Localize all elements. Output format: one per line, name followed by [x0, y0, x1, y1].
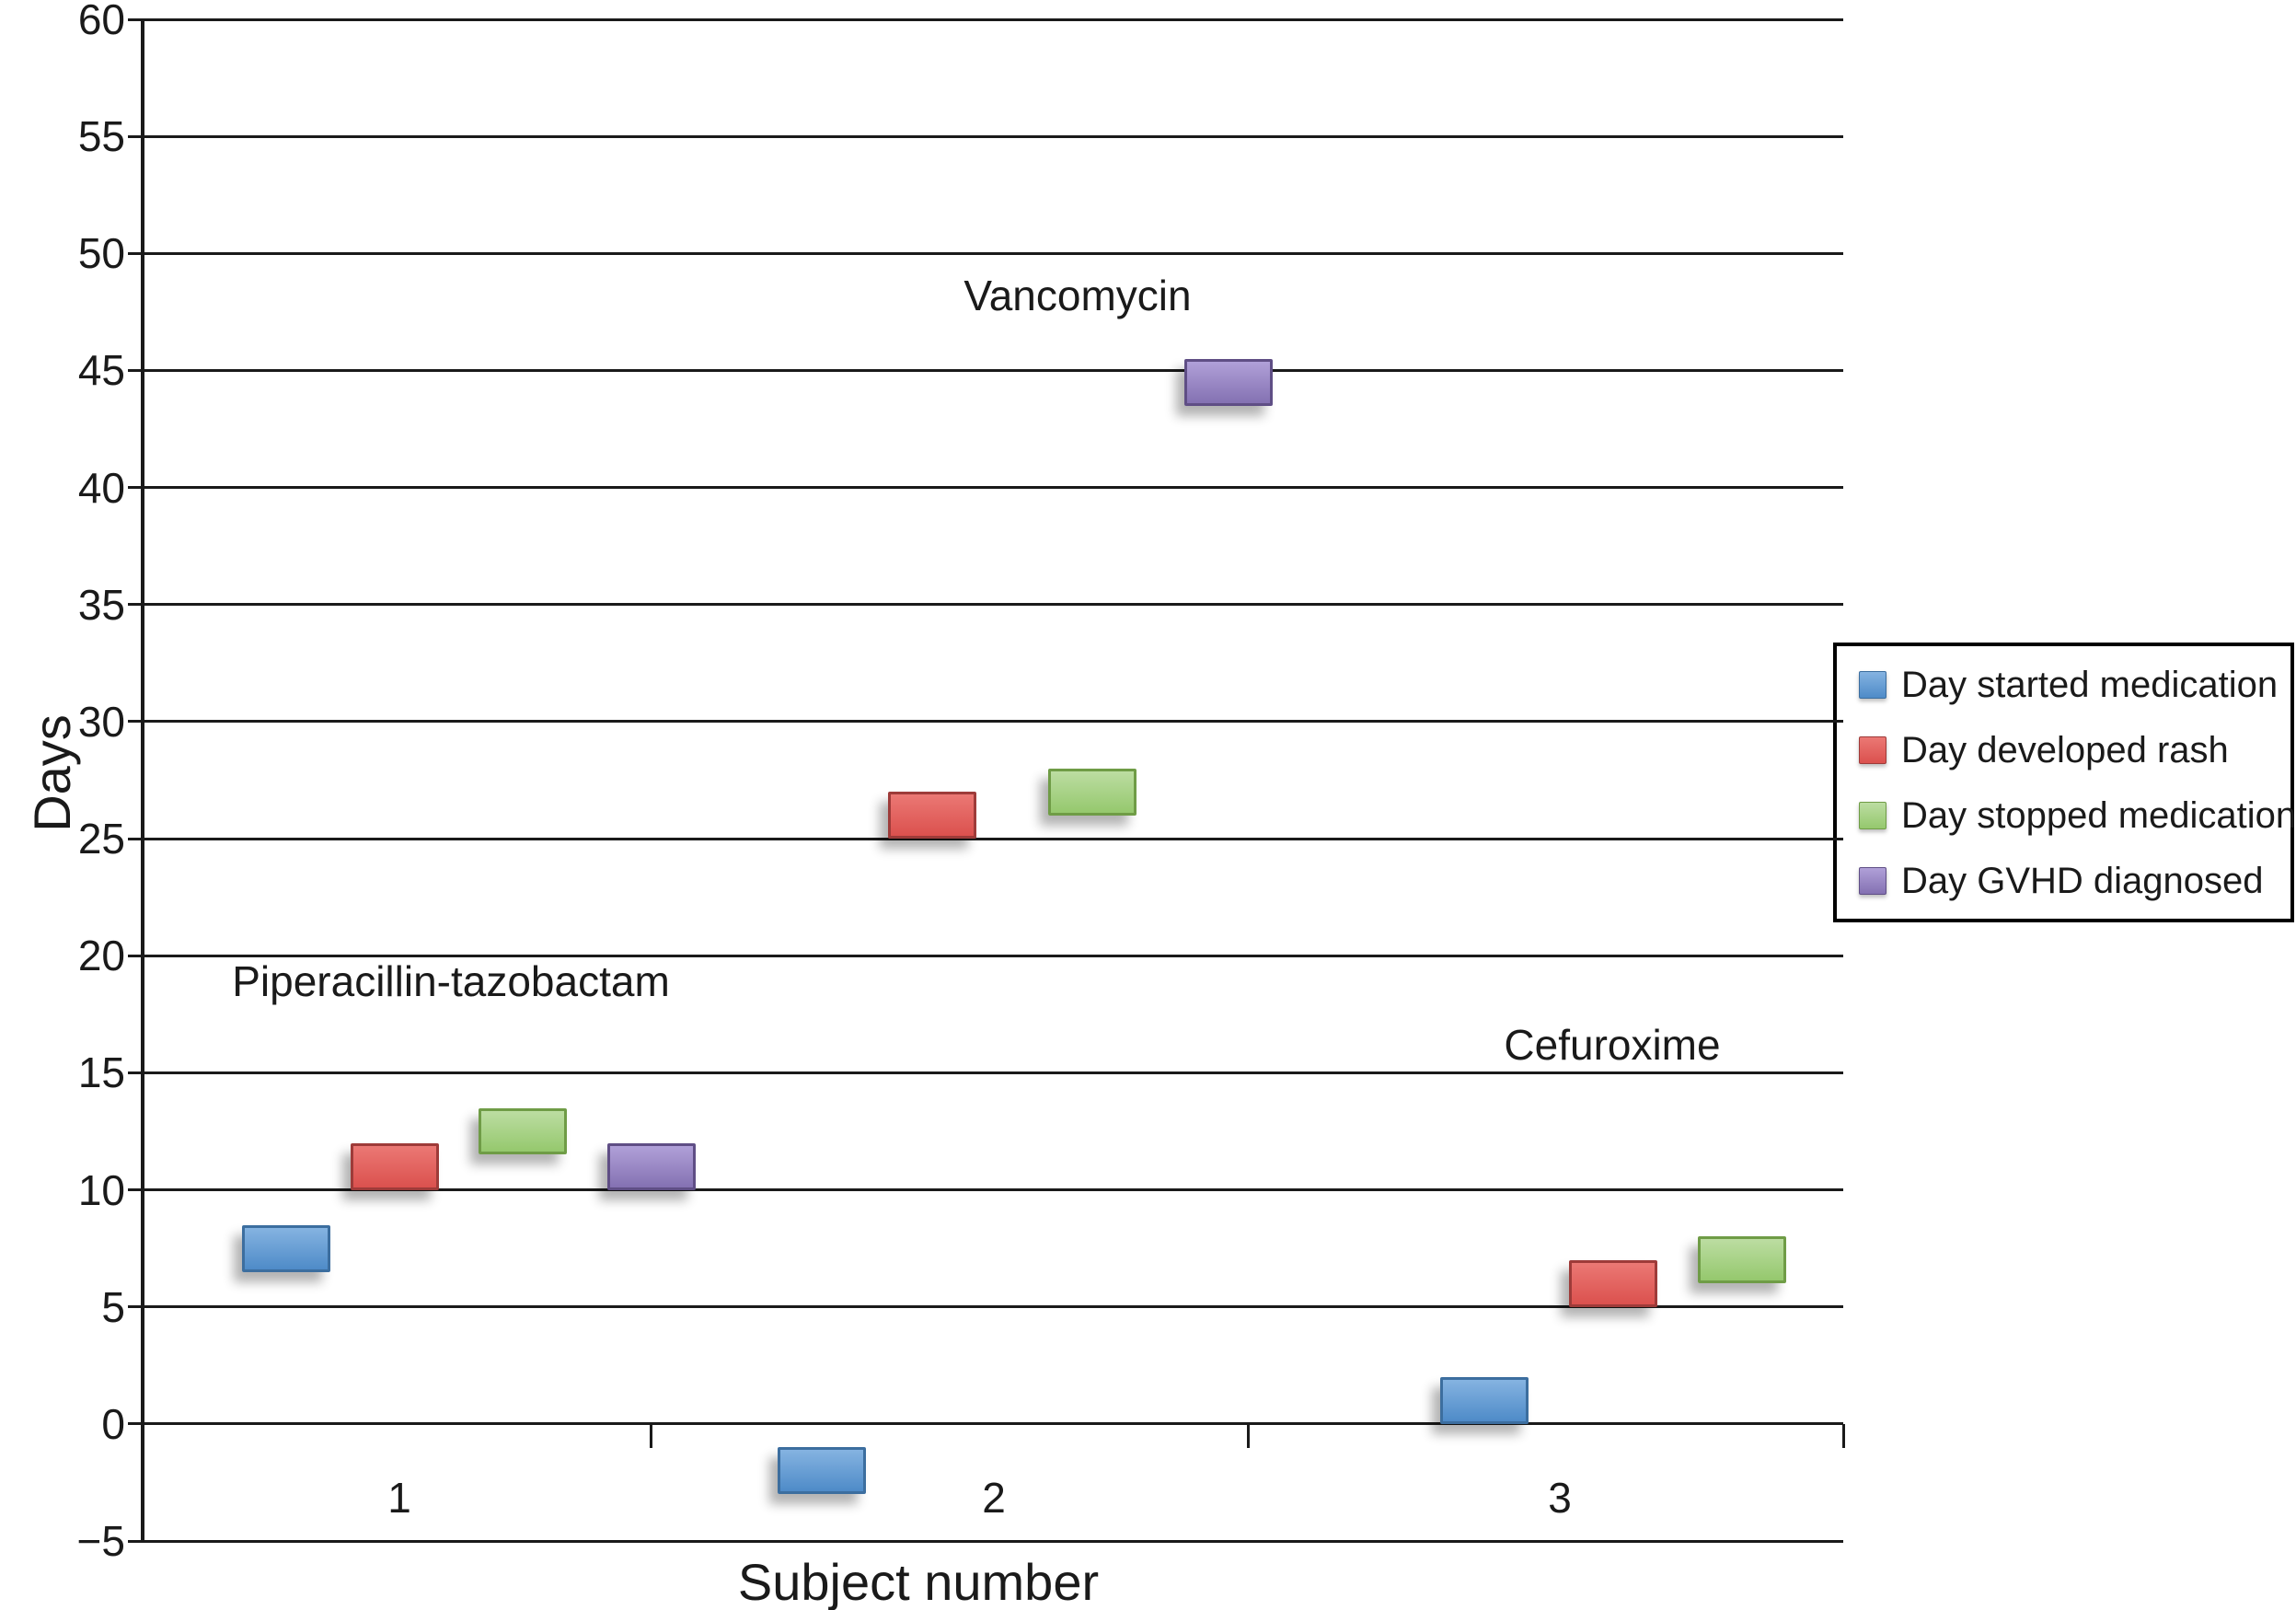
- y-tick-label: 15: [77, 1048, 125, 1097]
- annotation-vancomycin: Vancomycin: [963, 272, 1192, 320]
- bar-day-stopped-medication-subject-2: [1048, 768, 1136, 816]
- y-axis-tick: [128, 1071, 144, 1074]
- bar-day-developed-rash-subject-2: [888, 792, 976, 840]
- bar-day-developed-rash-subject-1: [351, 1142, 439, 1190]
- annotation-cefuroxime: Cefuroxime: [1504, 1020, 1721, 1069]
- y-tick-label: 50: [77, 229, 125, 278]
- legend-label: Day stopped medication: [1901, 794, 2296, 836]
- gridline: [143, 1422, 1843, 1426]
- bar-day-gvhd-diagnosed-subject-2: [1184, 358, 1273, 406]
- y-axis-tick: [128, 134, 144, 138]
- y-tick-label: 60: [77, 0, 125, 43]
- gridline: [143, 1305, 1843, 1309]
- x-category-label: 2: [982, 1474, 1006, 1522]
- bar-day-started-medication-subject-1: [242, 1224, 330, 1272]
- y-axis-tick: [128, 837, 144, 840]
- gridline: [143, 954, 1843, 957]
- x-category-label: 1: [387, 1474, 411, 1522]
- y-axis-tick: [128, 251, 144, 255]
- gridline: [143, 1071, 1843, 1074]
- gridline: [143, 720, 1843, 724]
- legend-label: Day GVHD diagnosed: [1901, 860, 2264, 901]
- bar-day-started-medication-subject-3: [1440, 1376, 1529, 1424]
- bar-day-stopped-medication-subject-1: [479, 1107, 567, 1155]
- legend-label: Day started medication: [1901, 664, 2279, 705]
- gridline: [143, 134, 1843, 138]
- y-tick-label: 35: [77, 580, 125, 629]
- y-tick-label: 0: [101, 1399, 125, 1448]
- y-axis-tick: [128, 1539, 144, 1543]
- y-axis-tick: [128, 603, 144, 607]
- gridline: [143, 837, 1843, 840]
- legend-item: Day developed rash: [1859, 730, 2290, 770]
- legend-swatch-day-gvhd-diagnosed: [1859, 866, 1886, 895]
- bar-day-stopped-medication-subject-3: [1698, 1236, 1786, 1284]
- y-axis-tick: [128, 954, 144, 957]
- legend-item: Day started medication: [1859, 665, 2290, 705]
- annotation-piperacillin-tazobactam: Piperacillin-tazobactam: [232, 957, 670, 1006]
- y-tick-label: 20: [77, 932, 125, 980]
- y-tick-label: 25: [77, 815, 125, 863]
- gridline: [143, 603, 1843, 607]
- gridline: [143, 1188, 1843, 1192]
- x-category-label: 3: [1548, 1474, 1572, 1522]
- legend-swatch-day-started-medication: [1859, 670, 1886, 699]
- legend-swatch-day-stopped-medication: [1859, 801, 1886, 829]
- category-axis-tick: [1246, 1423, 1250, 1448]
- y-tick-label: 5: [101, 1282, 125, 1331]
- y-axis-tick: [128, 368, 144, 372]
- y-axis-tick: [128, 17, 144, 21]
- legend-label: Day developed rash: [1901, 729, 2229, 770]
- legend-item: Day GVHD diagnosed: [1859, 861, 2290, 901]
- y-axis-line: [141, 19, 144, 1543]
- gridline: [143, 17, 1843, 21]
- y-tick-label: 40: [77, 463, 125, 512]
- legend-swatch-day-developed-rash: [1859, 736, 1886, 764]
- category-axis-tick: [1841, 1423, 1845, 1448]
- y-tick-label: 55: [77, 112, 125, 161]
- y-axis-tick: [128, 720, 144, 724]
- gridline: [143, 368, 1843, 372]
- y-tick-label: 30: [77, 697, 125, 746]
- y-axis-tick: [128, 486, 144, 490]
- y-axis-tick: [128, 1305, 144, 1309]
- gridline: [143, 1539, 1843, 1543]
- x-axis-title: Subject number: [737, 1553, 1100, 1610]
- legend: Day started medication Day developed rash…: [1833, 643, 2296, 922]
- y-axis-tick: [128, 1422, 144, 1426]
- y-axis-tick: [128, 1188, 144, 1192]
- y-tick-label: −5: [76, 1517, 125, 1565]
- legend-item: Day stopped medication: [1859, 795, 2296, 836]
- bar-day-developed-rash-subject-3: [1569, 1259, 1657, 1307]
- y-tick-label: 45: [77, 346, 125, 395]
- gridline: [143, 251, 1843, 255]
- bar-day-started-medication-subject-2: [778, 1447, 866, 1495]
- y-tick-label: 10: [77, 1165, 125, 1214]
- bar-day-gvhd-diagnosed-subject-1: [607, 1142, 696, 1190]
- category-axis-tick: [649, 1423, 652, 1448]
- gridline: [143, 486, 1843, 490]
